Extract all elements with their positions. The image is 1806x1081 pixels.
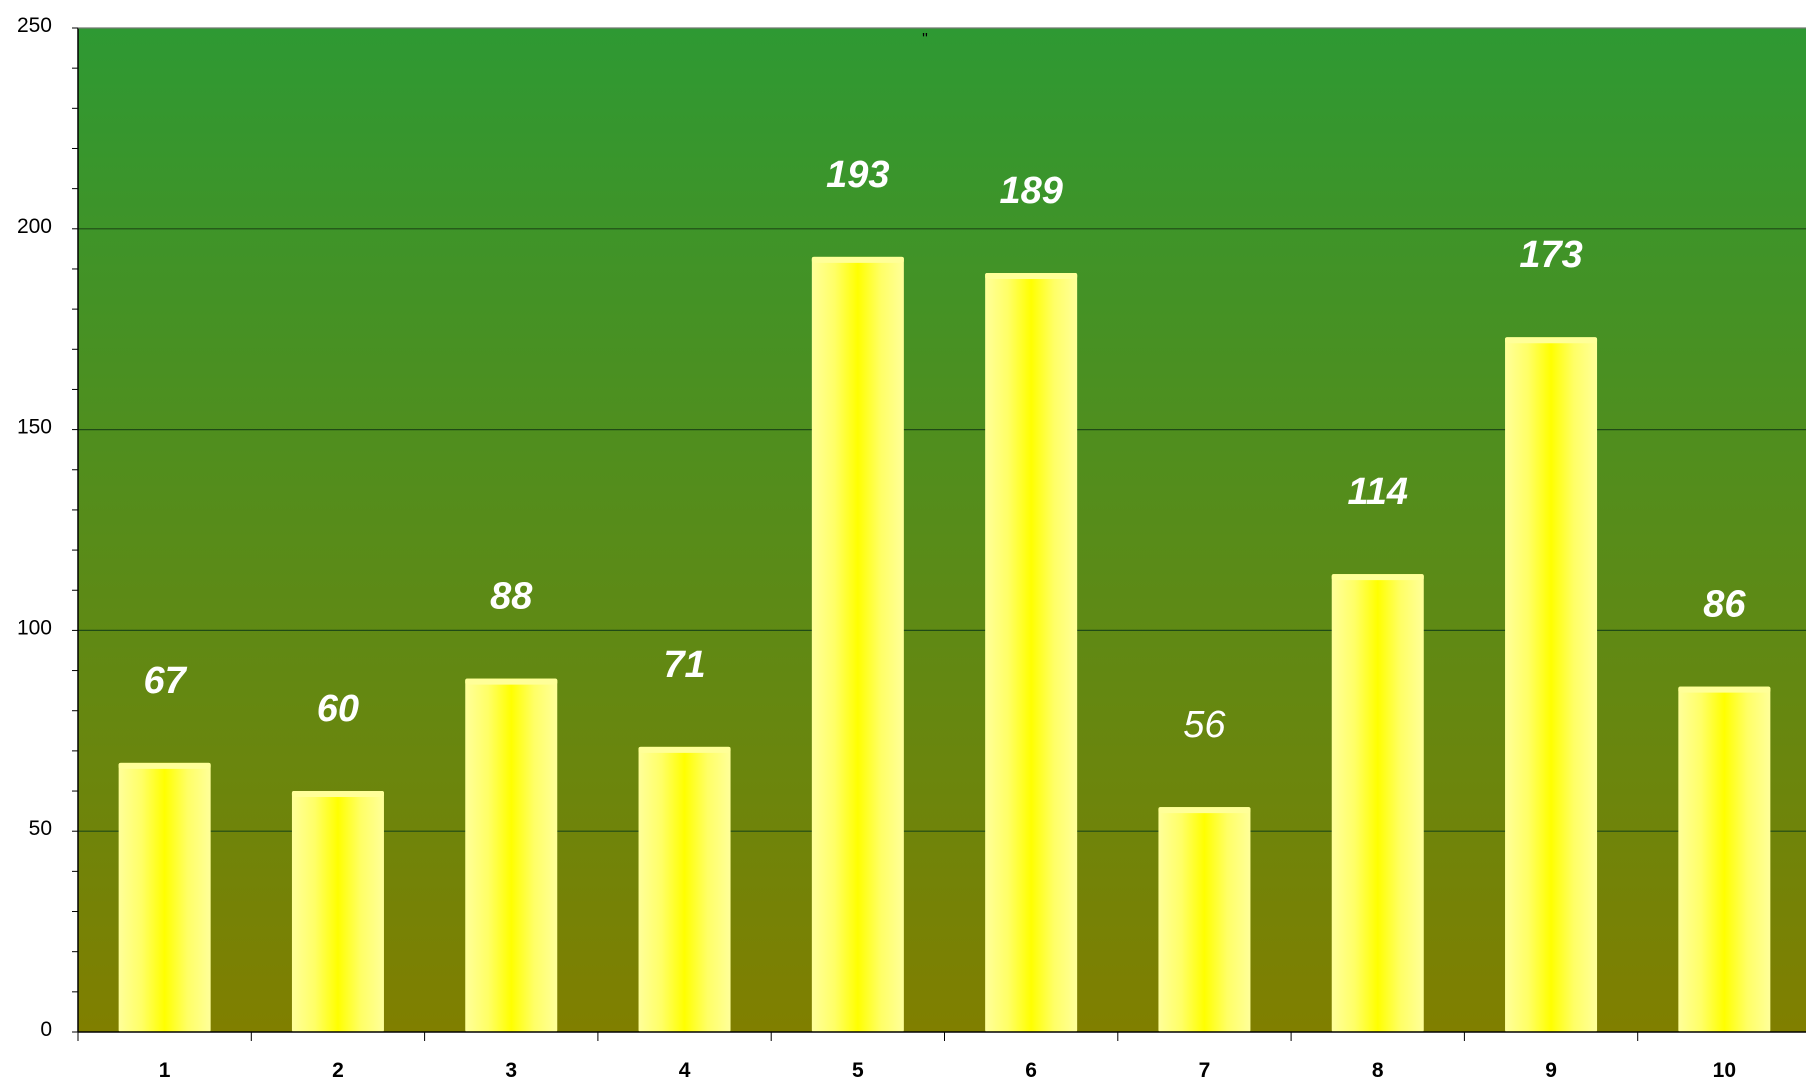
bar [985,272,1078,1032]
bars [118,256,1771,1032]
data-label: 88 [490,576,533,618]
data-label: 173 [1519,234,1582,276]
bar-cap [118,762,211,769]
x-tick-label: 9 [1545,1059,1557,1081]
data-label: 56 [1183,704,1226,746]
x-tick-label: 6 [1025,1059,1037,1081]
data-label: 86 [1703,584,1746,626]
x-tick-label: 10 [1713,1059,1736,1081]
x-tick-label: 4 [679,1059,691,1081]
bar-cap [465,678,558,685]
x-tick-label: 2 [332,1059,344,1081]
x-tick-label: 5 [852,1059,864,1081]
y-tick-label: 150 [17,416,52,439]
bar-cap [1678,686,1771,693]
bar [1505,337,1598,1032]
data-label: 114 [1347,471,1408,513]
bar [638,746,731,1032]
data-label: 60 [317,688,359,730]
labels: 0 50 100 150 200 250 67 1 60 2 88 3 71 4 193 5 189 6 56 7 11… [17,14,1746,1081]
y-tick-label: 200 [17,215,52,238]
chart-title: " [922,31,928,48]
x-tick-label: 3 [505,1059,517,1081]
bar [811,256,904,1032]
y-tick-label: 100 [17,616,52,639]
x-tick-label: 8 [1372,1059,1384,1081]
bar [291,791,384,1032]
x-tick-label: 7 [1199,1059,1211,1081]
y-tick-label: 250 [17,14,52,37]
bar-cap [1158,807,1251,814]
data-label: 193 [826,154,889,196]
y-tick-label: 0 [40,1018,52,1041]
bar-cap [1331,574,1424,581]
bar [465,678,558,1032]
data-label: 189 [999,170,1062,212]
bar-cap [291,791,384,798]
bar [1331,574,1424,1032]
axes [72,27,1806,1041]
bar [1678,686,1771,1032]
bar-cap [1505,337,1598,344]
data-label: 71 [663,644,705,686]
x-tick-label: 1 [159,1059,171,1081]
bar-cap [811,256,904,263]
y-tick-label: 50 [29,817,52,840]
bar-cap [638,746,731,753]
bar [118,762,211,1032]
bar [1158,807,1251,1032]
data-label: 67 [144,660,188,702]
bar-cap [985,272,1078,279]
